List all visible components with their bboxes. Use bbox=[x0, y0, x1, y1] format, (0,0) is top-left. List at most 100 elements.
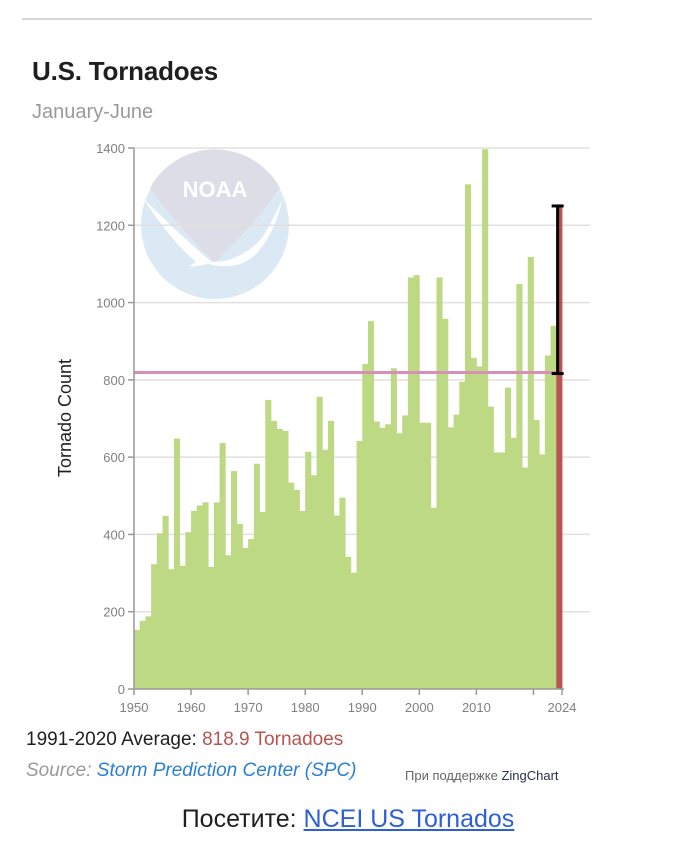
bar-1968 bbox=[236, 523, 243, 689]
bar-2016 bbox=[510, 437, 517, 689]
chart-title: U.S. Tornadoes bbox=[32, 56, 218, 86]
noaa-logo-text: NOAA bbox=[183, 177, 248, 202]
x-tick-label: 2000 bbox=[405, 700, 434, 715]
bar-1973 bbox=[265, 399, 272, 689]
zingchart-link[interactable]: ZingChart bbox=[501, 768, 559, 783]
bar-2000 bbox=[419, 422, 426, 689]
powered-by-label: При поддержке bbox=[405, 768, 498, 783]
bar-1996 bbox=[396, 433, 403, 689]
bar-2010 bbox=[476, 366, 483, 689]
x-tick-label: 2010 bbox=[462, 700, 491, 715]
chart-subtitle: January-June bbox=[32, 101, 154, 123]
visit-label: Посетите: bbox=[181, 805, 297, 833]
powered-by: При поддержке ZingChart bbox=[405, 768, 559, 783]
bar-2021 bbox=[539, 454, 546, 689]
bar-1953 bbox=[151, 564, 158, 689]
average-label: 1991-2020 Average: bbox=[26, 729, 197, 750]
bar-1983 bbox=[322, 449, 329, 689]
bar-1964 bbox=[213, 502, 220, 689]
bar-1970 bbox=[248, 539, 255, 689]
bar-1988 bbox=[350, 572, 357, 689]
bar-1978 bbox=[293, 489, 300, 689]
bar-1990 bbox=[362, 364, 369, 689]
bar-1982 bbox=[316, 396, 323, 689]
bar-1965 bbox=[219, 442, 226, 689]
bar-2001 bbox=[425, 422, 432, 689]
bar-1986 bbox=[339, 497, 346, 689]
bar-2007 bbox=[459, 381, 466, 689]
bar-2005 bbox=[447, 427, 454, 689]
y-tick-label: 400 bbox=[103, 527, 125, 542]
bar-2008 bbox=[464, 184, 472, 689]
y-tick-label: 1200 bbox=[96, 218, 125, 233]
bar-1994 bbox=[385, 424, 392, 689]
bar-1952 bbox=[145, 616, 152, 689]
x-tick-label: 2024 bbox=[548, 700, 577, 715]
bar-2009 bbox=[470, 357, 477, 689]
y-tick-label: 1000 bbox=[96, 296, 125, 311]
top-divider bbox=[22, 18, 592, 20]
bar-1997 bbox=[402, 415, 409, 689]
bar-1950 bbox=[134, 629, 141, 689]
bar-1951 bbox=[139, 620, 146, 689]
x-tick-label: 1980 bbox=[291, 700, 320, 715]
bar-2002 bbox=[430, 507, 437, 689]
bar-1979 bbox=[299, 510, 306, 689]
x-tick-label: 1960 bbox=[177, 700, 206, 715]
x-tick-label: 1990 bbox=[348, 700, 377, 715]
bar-1969 bbox=[242, 547, 249, 689]
bar-1991 bbox=[367, 321, 375, 689]
x-tick-label: 1970 bbox=[234, 700, 263, 715]
bar-highlight-2024 bbox=[556, 205, 563, 689]
bar-1987 bbox=[345, 556, 352, 689]
bar-2018 bbox=[522, 467, 529, 689]
bar-2006 bbox=[453, 414, 460, 689]
y-tick-label: 200 bbox=[103, 605, 125, 620]
bar-1998 bbox=[407, 277, 415, 689]
bar-1985 bbox=[333, 515, 340, 689]
bar-1962 bbox=[202, 502, 209, 689]
bar-1967 bbox=[231, 471, 238, 689]
bar-1980 bbox=[305, 451, 312, 689]
bar-1974 bbox=[270, 420, 278, 689]
bar-1958 bbox=[179, 565, 186, 689]
bar-2022 bbox=[544, 355, 551, 689]
average-value: 818.9 Tornadoes bbox=[202, 729, 344, 750]
y-tick-label: 1400 bbox=[96, 141, 125, 156]
bar-1972 bbox=[259, 512, 266, 689]
visit-line: Посетите: NCEI US Tornados bbox=[0, 805, 696, 834]
bar-2013 bbox=[493, 452, 500, 689]
bar-1984 bbox=[328, 420, 335, 689]
bar-1955 bbox=[162, 515, 169, 689]
source-line: Source: Storm Prediction Center (SPC) bbox=[26, 760, 357, 782]
bar-1993 bbox=[379, 427, 386, 689]
bar-1960 bbox=[191, 510, 198, 689]
bar-2023 bbox=[550, 325, 557, 689]
bar-2012 bbox=[487, 406, 494, 689]
ncei-link[interactable]: NCEI US Tornados bbox=[303, 805, 515, 833]
bar-1959 bbox=[185, 532, 192, 689]
bar-1956 bbox=[168, 569, 175, 689]
bar-2015 bbox=[504, 387, 512, 689]
x-tick-label: 1950 bbox=[120, 700, 149, 715]
bar-1961 bbox=[196, 505, 203, 689]
bar-2017 bbox=[516, 284, 523, 689]
y-tick-label: 800 bbox=[103, 373, 125, 388]
bar-2014 bbox=[499, 452, 506, 689]
bar-1995 bbox=[390, 368, 397, 689]
source-link[interactable]: Storm Prediction Center (SPC) bbox=[96, 760, 357, 781]
bar-1966 bbox=[225, 555, 232, 689]
bar-1976 bbox=[282, 430, 289, 689]
source-label: Source: bbox=[26, 760, 92, 781]
bar-1957 bbox=[173, 438, 181, 689]
bar-1954 bbox=[156, 533, 163, 689]
bar-1989 bbox=[356, 440, 363, 689]
bar-1992 bbox=[373, 421, 380, 689]
noaa-logo-watermark: NOAA bbox=[141, 149, 289, 299]
y-axis-title: Tornado Count bbox=[55, 359, 75, 477]
bar-2003 bbox=[436, 277, 443, 689]
bar-1999 bbox=[413, 275, 420, 689]
bar-2019 bbox=[527, 256, 534, 689]
bar-2011 bbox=[482, 149, 489, 689]
